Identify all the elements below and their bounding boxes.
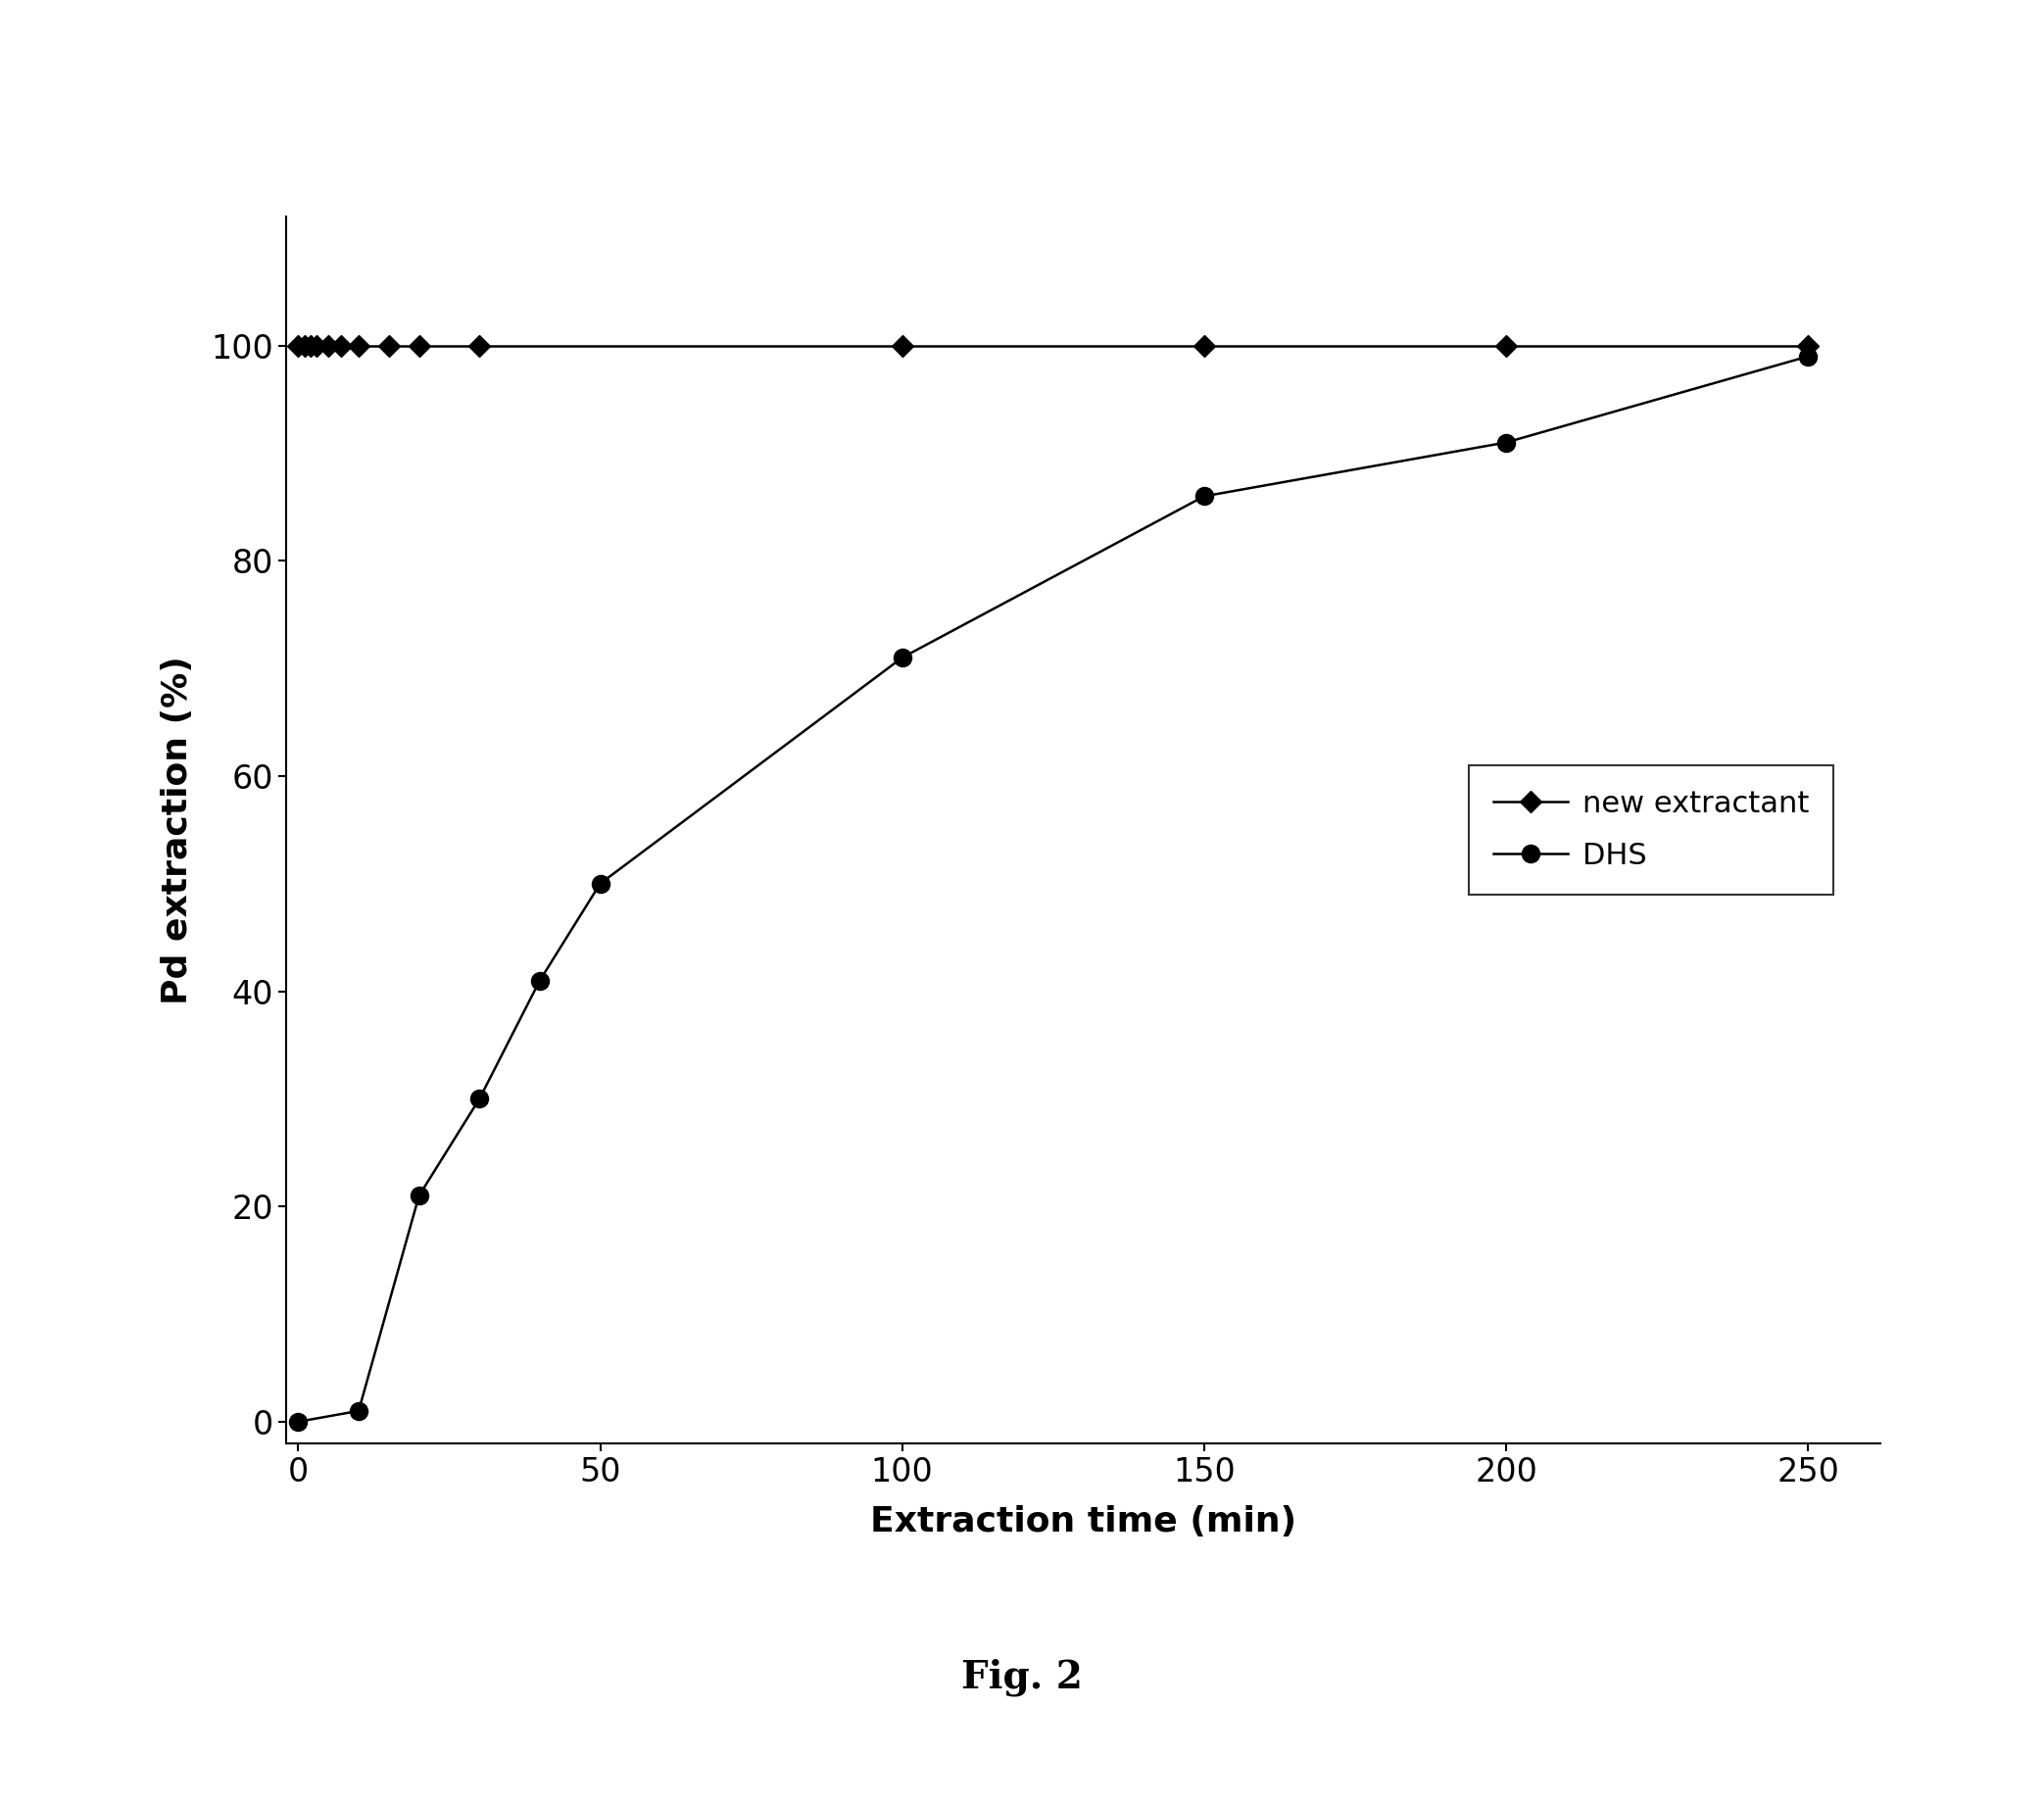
new extractant	[407, 336, 431, 357]
Line: DHS: DHS	[290, 348, 1817, 1431]
new extractant	[1494, 336, 1519, 357]
new extractant	[286, 336, 311, 357]
DHS	[1192, 485, 1216, 507]
DHS	[286, 1411, 311, 1432]
X-axis label: Extraction time (min): Extraction time (min)	[871, 1505, 1296, 1539]
DHS	[1494, 431, 1519, 453]
DHS	[1797, 346, 1821, 368]
DHS	[468, 1088, 493, 1109]
new extractant	[889, 336, 914, 357]
new extractant	[329, 336, 354, 357]
new extractant	[468, 336, 493, 357]
new extractant	[345, 336, 370, 357]
DHS	[889, 648, 914, 669]
Legend: new extractant, DHS: new extractant, DHS	[1470, 765, 1833, 895]
DHS	[589, 873, 613, 895]
new extractant	[305, 336, 329, 357]
new extractant	[1192, 336, 1216, 357]
DHS	[345, 1400, 370, 1422]
new extractant	[376, 336, 401, 357]
new extractant	[298, 336, 323, 357]
DHS	[527, 971, 552, 992]
Text: Fig. 2: Fig. 2	[961, 1660, 1083, 1696]
Line: new extractant: new extractant	[290, 337, 1815, 354]
new extractant	[317, 336, 341, 357]
DHS	[407, 1185, 431, 1207]
Y-axis label: Pd extraction (%): Pd extraction (%)	[161, 655, 194, 1005]
new extractant	[1797, 336, 1821, 357]
new extractant	[292, 336, 317, 357]
